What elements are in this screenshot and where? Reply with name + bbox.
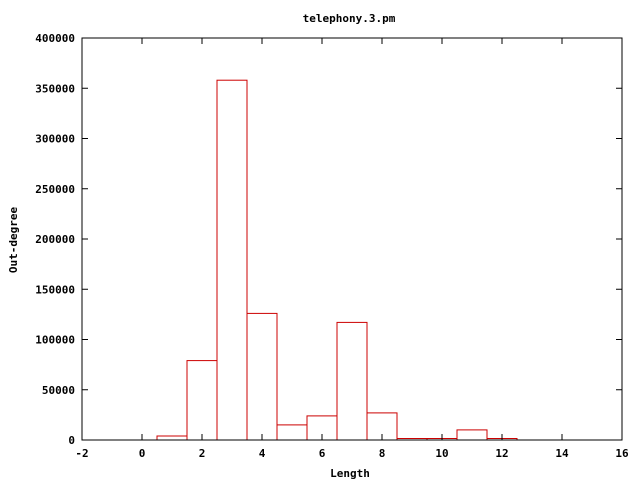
y-tick-label: 100000 bbox=[35, 334, 75, 347]
y-tick-label: 0 bbox=[68, 434, 75, 447]
x-tick-label: -2 bbox=[75, 447, 88, 460]
x-axis-label: Length bbox=[330, 467, 370, 480]
x-tick-label: 6 bbox=[319, 447, 326, 460]
x-tick-label: 2 bbox=[199, 447, 206, 460]
y-axis-label: Out-degree bbox=[7, 207, 20, 274]
bar-7 bbox=[336, 321, 368, 441]
y-tick-label: 250000 bbox=[35, 183, 75, 196]
y-tick-label: 200000 bbox=[35, 233, 75, 246]
bar-3 bbox=[216, 79, 248, 441]
plot-frame bbox=[81, 37, 623, 441]
x-tick-label: 10 bbox=[435, 447, 448, 460]
y-tick-label: 300000 bbox=[35, 133, 75, 146]
chart-title: telephony.3.pm bbox=[303, 12, 396, 25]
bar-2 bbox=[186, 360, 218, 441]
y-tick-label: 150000 bbox=[35, 283, 75, 296]
x-tick-label: 16 bbox=[615, 447, 629, 460]
bar-5 bbox=[276, 424, 308, 441]
ticks-group: -2 0 2 4 6 8 10 12 14 160500001000001500002000002… bbox=[35, 32, 629, 460]
y-tick-label: 350000 bbox=[35, 82, 75, 95]
bar-4 bbox=[246, 312, 278, 441]
x-tick-label: 0 bbox=[139, 447, 146, 460]
x-tick-label: 8 bbox=[379, 447, 386, 460]
bars-group bbox=[156, 79, 518, 441]
x-tick-label: 14 bbox=[555, 447, 569, 460]
y-tick-label: 400000 bbox=[35, 32, 75, 45]
x-tick-label: 12 bbox=[495, 447, 508, 460]
bar-11 bbox=[456, 429, 488, 441]
y-tick-label: 50000 bbox=[42, 384, 75, 397]
bar-1 bbox=[156, 435, 188, 441]
x-tick-label: 4 bbox=[259, 447, 266, 460]
